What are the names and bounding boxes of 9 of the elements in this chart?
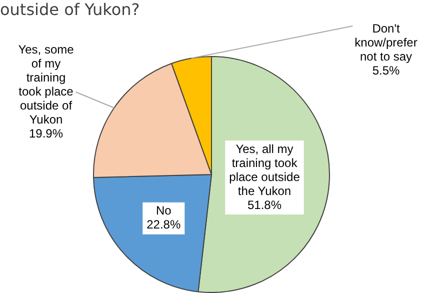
data-label: 19.9% <box>28 126 64 140</box>
data-label: 5.5% <box>372 63 400 78</box>
slice-label: Don't know/prefer not to say <box>354 21 418 64</box>
slice-label: No <box>156 204 172 218</box>
data-label: 22.8% <box>146 218 181 232</box>
chart-title: outside of Yukon? <box>0 0 140 19</box>
slice-label: Yes, all my training took place outside the Yukon <box>229 142 300 198</box>
data-label: 51.8% <box>248 198 282 212</box>
slice-label: Yes, some of my training took place outside of Yukon <box>18 42 74 126</box>
